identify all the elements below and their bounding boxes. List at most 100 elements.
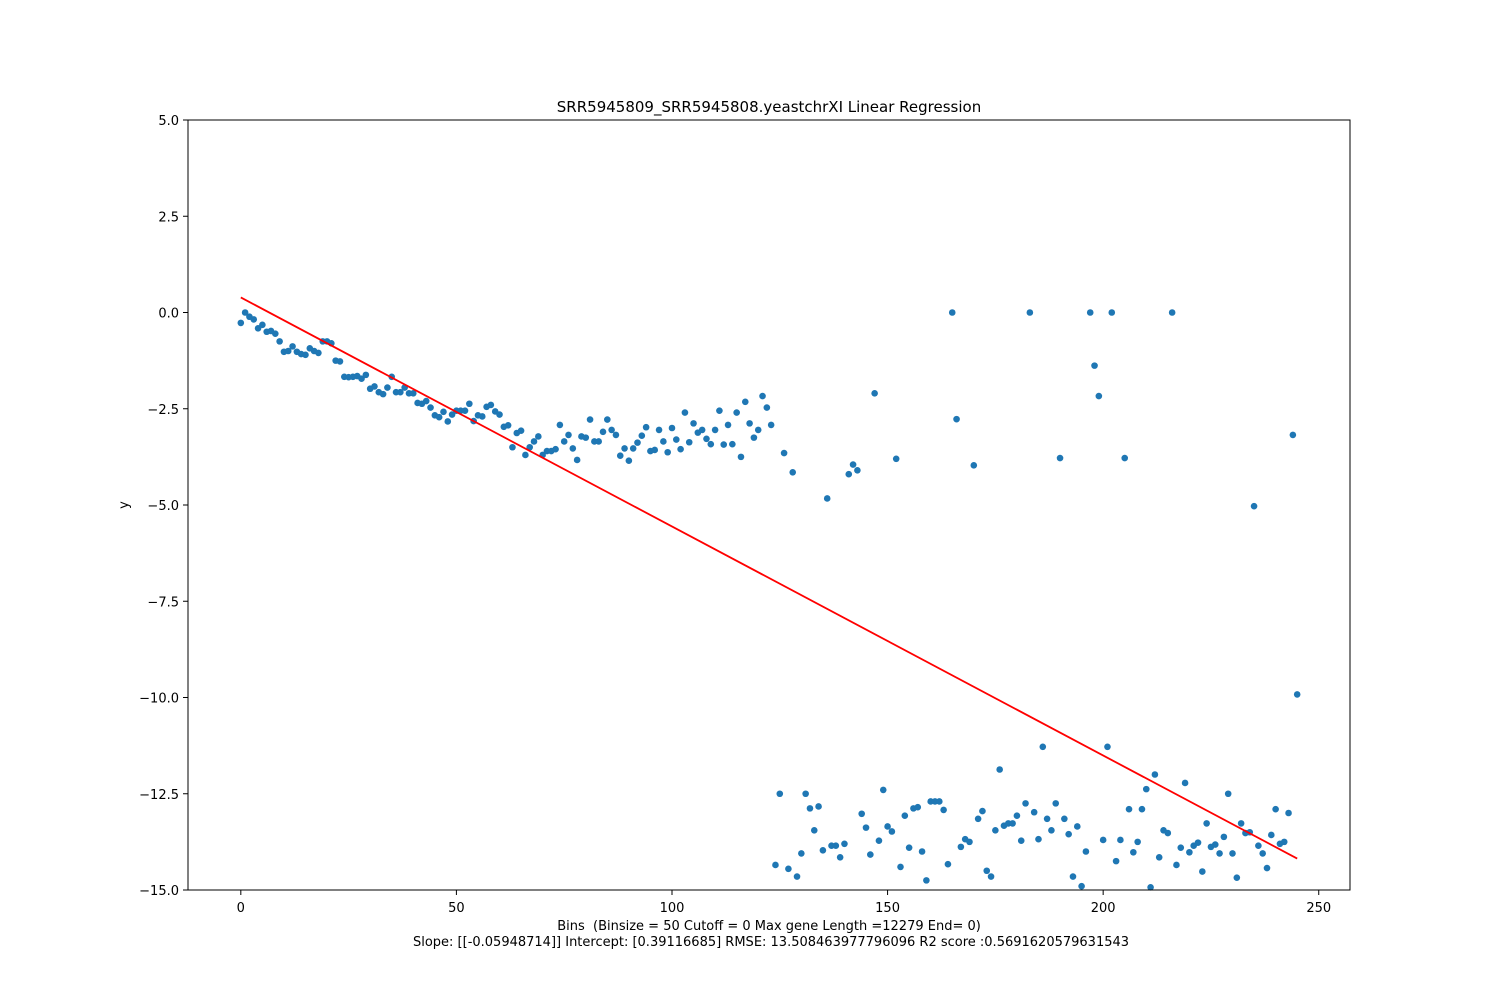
data-point <box>1065 830 1072 838</box>
data-point <box>1026 309 1034 316</box>
data-point <box>621 445 628 452</box>
data-point <box>573 456 581 464</box>
data-point <box>272 330 279 337</box>
data-point <box>776 790 784 798</box>
data-point <box>1155 853 1163 861</box>
data-point <box>966 838 973 846</box>
data-point <box>1203 820 1210 827</box>
data-point <box>1220 833 1228 841</box>
data-point <box>440 408 447 416</box>
y-tick-label: −10.0 <box>139 692 179 707</box>
data-point <box>1263 864 1271 872</box>
data-point <box>259 321 266 329</box>
data-point <box>720 441 728 448</box>
data-point <box>823 495 831 502</box>
data-point <box>884 823 891 830</box>
data-point <box>1009 820 1016 827</box>
data-point <box>612 431 620 439</box>
data-points <box>237 309 1301 891</box>
data-point <box>974 815 982 823</box>
data-point <box>1073 823 1081 830</box>
data-point <box>1035 835 1042 843</box>
data-point <box>569 445 577 452</box>
data-point <box>923 877 930 884</box>
data-point <box>1259 850 1266 857</box>
data-point <box>664 448 671 456</box>
data-point <box>1164 829 1172 837</box>
data-point <box>1268 831 1275 839</box>
data-point <box>522 451 529 459</box>
y-tick-label: −5.0 <box>147 499 179 514</box>
y-axis-ticks: 5.0 2.5 0.0 −2.5 −5.0 −7.5 −10.0 −12.5 −15.0 <box>139 114 188 899</box>
data-point <box>1280 838 1288 846</box>
data-point <box>724 421 732 429</box>
data-point <box>552 445 559 453</box>
data-point <box>371 383 378 390</box>
data-point <box>660 438 667 445</box>
data-point <box>1173 861 1180 869</box>
data-point <box>237 319 245 327</box>
data-point <box>517 427 525 434</box>
regression-line <box>240 296 1298 860</box>
data-point <box>1017 837 1025 845</box>
data-point <box>1289 431 1297 439</box>
data-point <box>1086 309 1094 316</box>
data-point <box>729 440 736 448</box>
data-point <box>358 375 365 383</box>
y-tick-label: −7.5 <box>147 595 179 610</box>
data-point <box>1013 812 1021 819</box>
data-point <box>737 453 745 461</box>
data-point <box>849 461 857 468</box>
data-point <box>1142 785 1150 793</box>
data-point <box>789 468 797 476</box>
data-point <box>642 423 650 431</box>
data-point <box>427 404 434 411</box>
data-point <box>565 431 572 439</box>
y-tick-label: 0.0 <box>158 307 179 322</box>
data-point <box>862 824 870 831</box>
data-point <box>1229 850 1236 857</box>
data-point <box>1130 848 1137 856</box>
data-point <box>1285 809 1292 817</box>
x-tick-label: 0 <box>237 901 245 916</box>
data-point <box>530 438 538 445</box>
data-point <box>599 428 607 436</box>
data-point <box>478 413 486 420</box>
data-point <box>1250 502 1258 510</box>
data-point <box>466 400 473 408</box>
data-point <box>1121 454 1129 462</box>
data-point <box>780 449 788 457</box>
data-point <box>936 798 943 805</box>
data-point <box>1147 884 1154 891</box>
data-point <box>746 420 753 427</box>
data-point <box>1112 857 1120 865</box>
y-tick-label: −2.5 <box>147 403 179 418</box>
data-point <box>284 347 292 355</box>
data-point <box>535 433 542 440</box>
data-point <box>638 432 646 440</box>
data-point <box>1108 309 1116 316</box>
data-point <box>1177 844 1185 851</box>
data-point <box>1233 874 1241 881</box>
data-point <box>802 790 809 798</box>
data-point <box>867 851 874 858</box>
data-point <box>384 384 391 391</box>
data-point <box>435 413 443 421</box>
data-point <box>953 415 960 423</box>
data-point <box>750 434 758 441</box>
data-point <box>716 407 723 414</box>
data-point <box>1039 743 1047 751</box>
data-point <box>914 803 922 811</box>
y-axis-label: y <box>117 501 132 509</box>
data-point <box>741 398 749 406</box>
data-point <box>250 316 258 323</box>
data-point <box>754 426 762 434</box>
data-point <box>806 805 814 812</box>
data-point <box>1224 790 1232 798</box>
data-point <box>815 803 822 810</box>
data-point <box>625 457 633 465</box>
data-point <box>276 338 283 345</box>
data-point <box>901 812 909 819</box>
y-tick-label: 2.5 <box>158 210 179 225</box>
